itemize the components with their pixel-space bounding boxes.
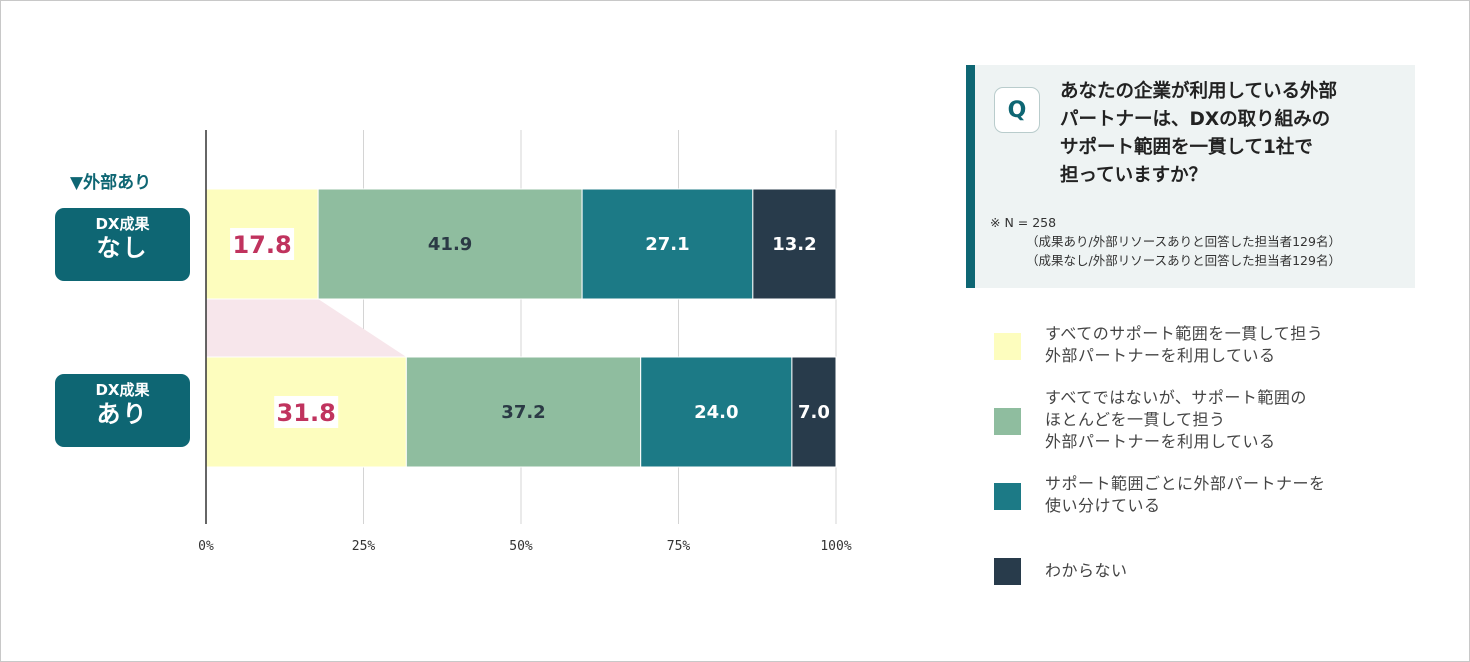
legend-line: 外部パートナーを利用している <box>1045 346 1276 365</box>
data-label: 7.0 <box>798 402 830 423</box>
bar-segment <box>405 356 642 468</box>
x-tick-label: 100% <box>820 539 851 554</box>
bar-segment <box>317 188 583 300</box>
x-tick-label: 75% <box>667 539 691 554</box>
legend-swatch <box>994 333 1021 360</box>
data-label: 41.9 <box>428 234 472 255</box>
legend-label: すべてのサポート範囲を一貫して担う 外部パートナーを利用している <box>1045 323 1385 367</box>
sample-note: ※ N = 258 （成果あり/外部リソースありと回答した担当者129名） （成… <box>990 213 1341 270</box>
legend-swatch <box>994 558 1021 585</box>
bar-segment <box>791 356 837 468</box>
question-box: Q あなたの企業が利用している外部 パートナーは、DXの取り組みの サポート範囲… <box>966 65 1415 288</box>
legend-label: わからない <box>1045 560 1385 582</box>
bar-segment <box>581 188 754 300</box>
question-text: あなたの企業が利用している外部 パートナーは、DXの取り組みの サポート範囲を一… <box>1060 78 1400 190</box>
bar-segment <box>640 356 793 468</box>
question-line: パートナーは、DXの取り組みの <box>1060 109 1331 130</box>
question-badge: Q <box>994 87 1040 133</box>
bar-chart: 0% 25% 50% 75% 100% 17.8 41.9 27.1 13.2 31.8 37.2 2… <box>198 130 852 554</box>
legend-line: 使い分けている <box>1045 496 1161 515</box>
group-label: ▼外部あり <box>70 173 152 193</box>
bar-segment <box>752 188 837 300</box>
x-tick-label: 0% <box>198 539 214 554</box>
legend-swatch <box>994 408 1021 435</box>
legend-line: 外部パートナーを利用している <box>1045 432 1276 451</box>
category-label-none: DX成果 なし <box>55 208 190 281</box>
category-label-line1: DX成果 <box>95 381 150 399</box>
legend-label: すべてではないが、サポート範囲の ほとんどを一貫して担う 外部パートナーを利用し… <box>1045 387 1385 453</box>
data-label: 24.0 <box>694 402 738 423</box>
data-label: 37.2 <box>501 402 545 423</box>
question-line: サポート範囲を一貫して1社で <box>1060 137 1313 158</box>
legend-line: わからない <box>1045 561 1128 580</box>
category-label-achieved: DX成果 あり <box>55 374 190 447</box>
data-label: 17.8 <box>232 231 291 259</box>
question-line: 担っていますか？ <box>1060 165 1208 186</box>
question-line: あなたの企業が利用している外部 <box>1060 81 1337 102</box>
x-tick-label: 50% <box>509 539 533 554</box>
sample-detail: （成果あり/外部リソースありと回答した担当者129名） <box>1026 234 1341 249</box>
legend-line: すべてではないが、サポート範囲の <box>1045 388 1307 407</box>
data-label: 13.2 <box>772 234 816 255</box>
category-label-line2: なし <box>96 234 149 262</box>
legend-swatch <box>994 483 1021 510</box>
legend-line: すべてのサポート範囲を一貫して担う <box>1045 324 1324 343</box>
highlight-connector <box>206 299 407 357</box>
data-label-background <box>274 396 339 428</box>
legend-line: サポート範囲ごとに外部パートナーを <box>1045 474 1326 493</box>
legend-line: ほとんどを一貫して担う <box>1045 410 1226 429</box>
sample-size: ※ N = 258 <box>990 215 1057 230</box>
category-label-line2: あり <box>96 400 149 428</box>
category-label-line1: DX成果 <box>95 215 150 233</box>
sample-detail: （成果なし/外部リソースありと回答した担当者129名） <box>1026 253 1341 268</box>
x-tick-label: 25% <box>352 539 376 554</box>
data-label-background <box>230 228 295 260</box>
legend-label: サポート範囲ごとに外部パートナーを 使い分けている <box>1045 473 1385 517</box>
data-label: 31.8 <box>277 399 336 427</box>
data-label: 27.1 <box>645 234 689 255</box>
